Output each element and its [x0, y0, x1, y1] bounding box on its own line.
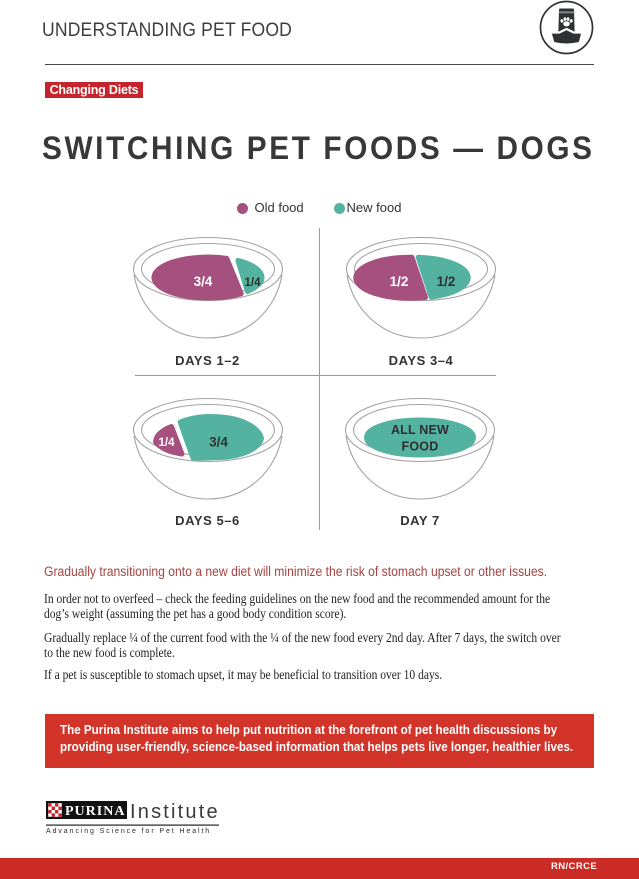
svg-text:1/2: 1/2 — [437, 274, 456, 289]
svg-text:Advancing Science for Pet Heal: Advancing Science for Pet Health — [46, 828, 211, 835]
svg-text:ALL NEW: ALL NEW — [391, 423, 449, 437]
svg-text:FOOD: FOOD — [402, 440, 439, 454]
svg-text:PURINA: PURINA — [65, 804, 125, 819]
svg-text:Institute: Institute — [130, 801, 220, 823]
svg-text:1/4: 1/4 — [158, 437, 175, 449]
svg-text:3/4: 3/4 — [193, 274, 212, 289]
svg-text:1/4: 1/4 — [244, 277, 261, 289]
svg-text:1/2: 1/2 — [390, 274, 409, 289]
svg-text:3/4: 3/4 — [209, 434, 228, 449]
